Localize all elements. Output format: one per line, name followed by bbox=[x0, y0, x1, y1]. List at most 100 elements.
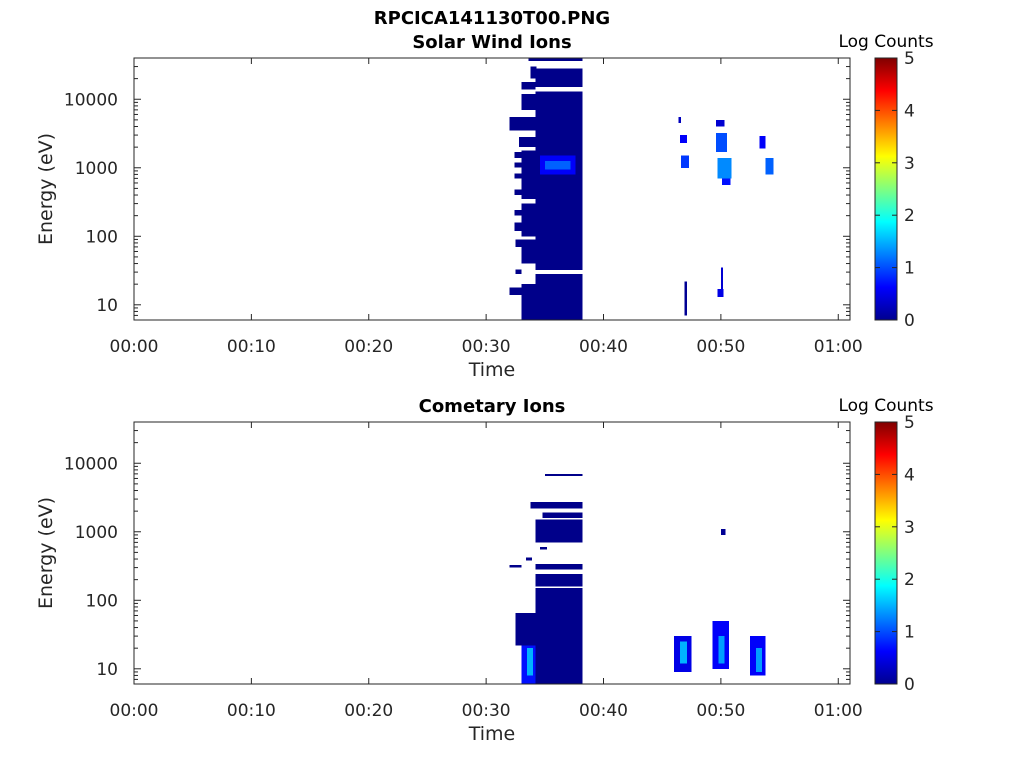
heatmap-cell bbox=[515, 269, 522, 275]
heatmap-cell bbox=[716, 119, 725, 127]
x-tick-label: 00:10 bbox=[227, 337, 276, 357]
colorbar-ticks-solar-wind: 0 1 2 3 4 5 bbox=[875, 49, 915, 331]
colorbar-solar-wind bbox=[874, 57, 898, 321]
heatmap-cell bbox=[756, 648, 762, 672]
colorbar-tick-label: 3 bbox=[904, 518, 915, 538]
heatmap-cell bbox=[528, 58, 536, 62]
heatmap-cometary bbox=[509, 473, 766, 684]
y-tick-label: 100 bbox=[86, 591, 118, 611]
heatmap-cell bbox=[527, 648, 534, 676]
heatmap-cell bbox=[765, 157, 774, 175]
heatmap-solar-wind bbox=[509, 58, 774, 320]
x-tick-label: 00:50 bbox=[696, 337, 745, 357]
heatmap-cell bbox=[759, 136, 766, 149]
x-tick-label: 01:00 bbox=[814, 337, 863, 357]
y-axis-label-cometary: Energy (eV) bbox=[35, 497, 57, 609]
x-tick-label: 01:00 bbox=[814, 701, 863, 721]
heatmap-cell bbox=[514, 210, 522, 216]
x-tick-label: 00:00 bbox=[110, 337, 159, 357]
heatmap-cell bbox=[717, 157, 732, 179]
x-tick-label: 00:30 bbox=[462, 701, 511, 721]
heatmap-cell bbox=[521, 203, 536, 237]
x-tick-label: 00:20 bbox=[344, 701, 393, 721]
heatmap-cell bbox=[717, 289, 724, 297]
heatmap-cell bbox=[515, 613, 536, 646]
x-tick-label: 00:40 bbox=[579, 337, 628, 357]
panel-cometary: Cometary Ions 00:00 00:10 00:20 00:30 00:40 0… bbox=[35, 396, 934, 745]
heatmap-cell bbox=[679, 135, 687, 143]
colorbar-tick-label: 5 bbox=[904, 49, 915, 69]
panel-solar-wind: Solar Wind Ions 00:00 00:10 00:20 00:30 00:4… bbox=[35, 32, 934, 381]
colorbar-tick-label: 5 bbox=[904, 413, 915, 433]
colorbar-tick-label: 1 bbox=[904, 623, 915, 643]
heatmap-cell bbox=[681, 155, 690, 168]
heatmap-cell bbox=[716, 133, 727, 152]
heatmap-cell bbox=[514, 152, 522, 158]
colorbar-tick-label: 1 bbox=[904, 259, 915, 279]
colorbar-tick-label: 3 bbox=[904, 154, 915, 174]
heatmap-cell bbox=[521, 239, 536, 264]
heatmap-cell bbox=[509, 564, 522, 568]
x-tick-label: 00:50 bbox=[696, 701, 745, 721]
colorbar-tick-label: 0 bbox=[904, 675, 915, 695]
x-tick-label: 00:20 bbox=[344, 337, 393, 357]
heatmap-cell bbox=[542, 512, 583, 518]
heatmap-cell bbox=[544, 161, 571, 170]
heatmap-cell bbox=[530, 502, 583, 509]
y-tick-label: 10000 bbox=[64, 454, 118, 474]
y-tick-label: 1000 bbox=[75, 159, 118, 179]
heatmap-cell bbox=[509, 287, 522, 295]
y-axis-label-solar-wind: Energy (eV) bbox=[35, 133, 57, 245]
heatmap-cell bbox=[535, 68, 583, 88]
heatmap-cell bbox=[544, 473, 583, 477]
heatmap-cell bbox=[535, 563, 583, 570]
axes-box-solar-wind bbox=[133, 57, 851, 321]
colorbar-label-solar-wind: Log Counts bbox=[838, 32, 933, 52]
heatmap-cell bbox=[684, 281, 687, 316]
heatmap-cell bbox=[535, 588, 583, 684]
heatmap-cell bbox=[535, 574, 583, 587]
y-tick-label: 1000 bbox=[75, 523, 118, 543]
y-tick-label: 100 bbox=[86, 227, 118, 247]
colorbar-tick-label: 0 bbox=[904, 311, 915, 331]
colorbar-tick-label: 2 bbox=[904, 206, 915, 226]
heatmap-cell bbox=[514, 189, 522, 195]
heatmap-cell bbox=[521, 284, 536, 320]
heatmap-cell bbox=[514, 162, 522, 168]
heatmap-cell bbox=[535, 58, 583, 62]
heatmap-cell bbox=[521, 150, 536, 199]
y-tick-label: 10 bbox=[96, 296, 118, 316]
colorbar-tick-label: 4 bbox=[904, 101, 915, 121]
heatmap-cell bbox=[722, 178, 731, 185]
x-tick-label: 00:30 bbox=[462, 337, 511, 357]
heatmap-cell bbox=[540, 547, 548, 550]
colorbar-cometary bbox=[874, 421, 898, 685]
y-tick-label: 10000 bbox=[64, 90, 118, 110]
axes-box-cometary bbox=[133, 421, 851, 685]
chart-title-solar-wind: Solar Wind Ions bbox=[412, 32, 571, 53]
heatmap-cell bbox=[720, 528, 726, 535]
heatmap-cell bbox=[514, 222, 522, 231]
colorbar-ticks-cometary: 0 1 2 3 4 5 bbox=[875, 413, 915, 695]
heatmap-cell bbox=[535, 274, 583, 320]
heatmap-cell bbox=[521, 93, 536, 110]
heatmap-cell bbox=[514, 173, 522, 179]
heatmap-cell bbox=[530, 66, 537, 79]
chart-title-cometary: Cometary Ions bbox=[419, 396, 566, 417]
heatmap-cell bbox=[718, 636, 725, 664]
x-axis-label-cometary: Time bbox=[468, 723, 516, 745]
ticks-solar-wind: 00:00 00:10 00:20 00:30 00:40 00:50 01:00 10 100… bbox=[64, 57, 863, 357]
colorbar-label-cometary: Log Counts bbox=[838, 396, 933, 416]
heatmap-cell bbox=[515, 239, 522, 247]
y-tick-label: 10 bbox=[96, 660, 118, 680]
x-tick-label: 00:10 bbox=[227, 701, 276, 721]
heatmap-cell bbox=[535, 91, 583, 271]
heatmap-cell bbox=[535, 519, 583, 543]
heatmap-cell bbox=[679, 641, 687, 664]
ticks-cometary: 00:00 00:10 00:20 00:30 00:40 00:50 01:00 10 100… bbox=[64, 421, 863, 721]
colorbar-tick-label: 4 bbox=[904, 465, 915, 485]
heatmap-cell bbox=[720, 267, 724, 289]
figure-title: RPCICA141130T00.PNG bbox=[374, 8, 610, 29]
heatmap-cell bbox=[519, 137, 536, 148]
